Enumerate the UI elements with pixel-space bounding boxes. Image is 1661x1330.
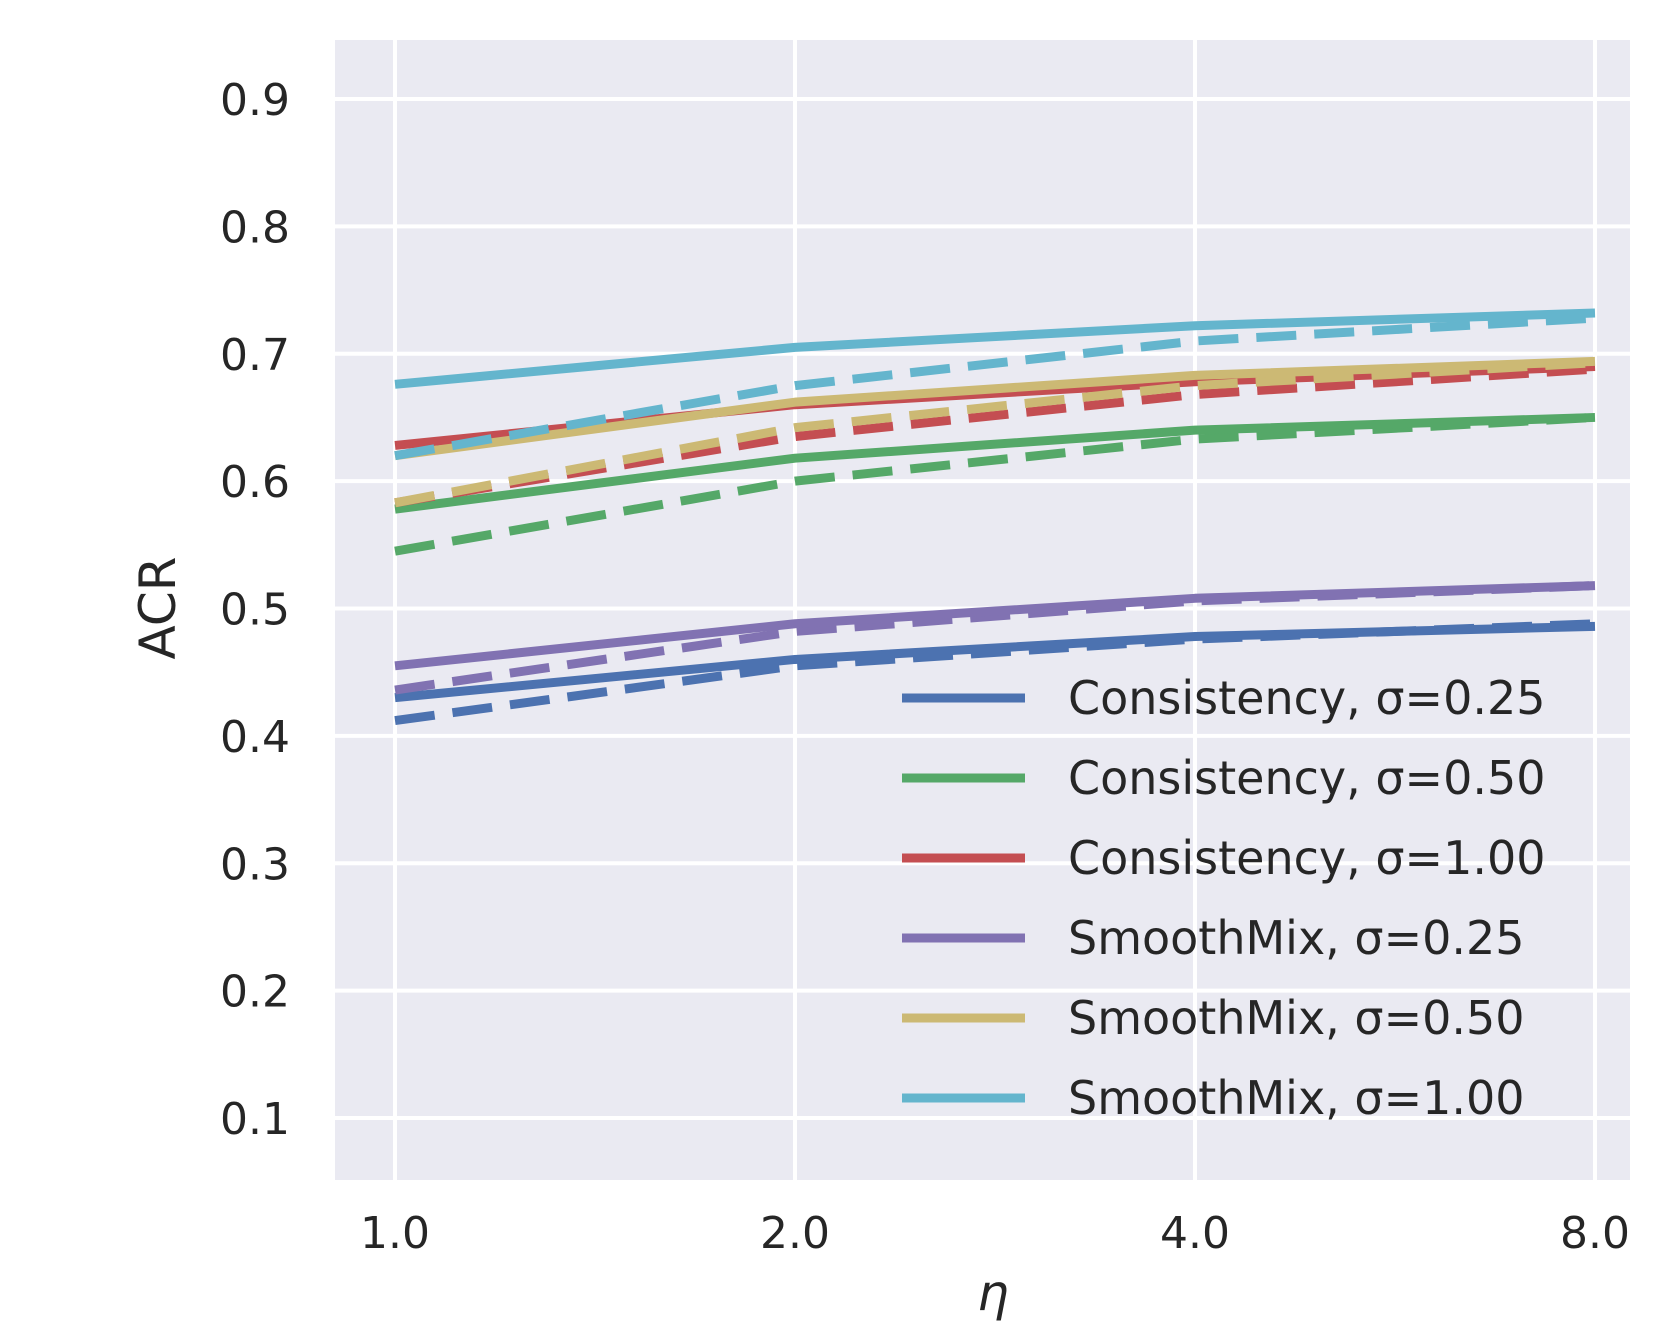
y-tick-label: 0.3 xyxy=(220,839,290,890)
legend-label: SmoothMix, σ=0.25 xyxy=(1068,911,1525,965)
series-line-solid xyxy=(394,356,1596,461)
legend-label: Consistency, σ=0.50 xyxy=(1068,751,1546,805)
y-tick-label: 0.6 xyxy=(220,457,290,508)
series-line-solid xyxy=(394,581,1596,671)
x-tick-label: 8.0 xyxy=(1560,1208,1630,1259)
y-tick-labels: 0.1 0.2 0.3 0.4 0.5 0.6 0.7 0.8 0.9 xyxy=(220,75,290,1145)
series-line-solid xyxy=(394,621,1596,703)
grid xyxy=(335,40,1630,1180)
series-line-dashed xyxy=(394,313,1596,461)
legend-label: SmoothMix, σ=1.00 xyxy=(1068,1071,1525,1125)
series-line-solid xyxy=(394,412,1596,514)
y-tick-label: 0.9 xyxy=(220,75,290,126)
y-tick-label: 0.5 xyxy=(220,585,290,636)
legend-label: Consistency, σ=1.00 xyxy=(1068,831,1546,885)
y-axis-label: ACR xyxy=(129,557,187,660)
y-tick-label: 0.1 xyxy=(220,1094,290,1145)
y-tick-label: 0.8 xyxy=(220,202,290,253)
series-lines xyxy=(394,308,1596,726)
x-tick-label: 4.0 xyxy=(1160,1208,1230,1259)
y-tick-label: 0.4 xyxy=(220,712,290,763)
x-tick-label: 2.0 xyxy=(760,1208,830,1259)
y-tick-label: 0.7 xyxy=(220,330,290,381)
legend: Consistency, σ=0.25 Consistency, σ=0.50 Co… xyxy=(902,671,1546,1125)
legend-label: SmoothMix, σ=0.50 xyxy=(1068,991,1525,1045)
series-line-solid xyxy=(394,308,1596,389)
x-axis-label: η xyxy=(977,1264,1009,1322)
x-tick-label: 1.0 xyxy=(360,1208,430,1259)
legend-label: Consistency, σ=0.25 xyxy=(1068,671,1546,725)
x-tick-labels: 1.0 2.0 4.0 8.0 xyxy=(360,1208,1630,1259)
series-line-dashed xyxy=(394,358,1596,508)
y-tick-label: 0.2 xyxy=(220,967,290,1018)
